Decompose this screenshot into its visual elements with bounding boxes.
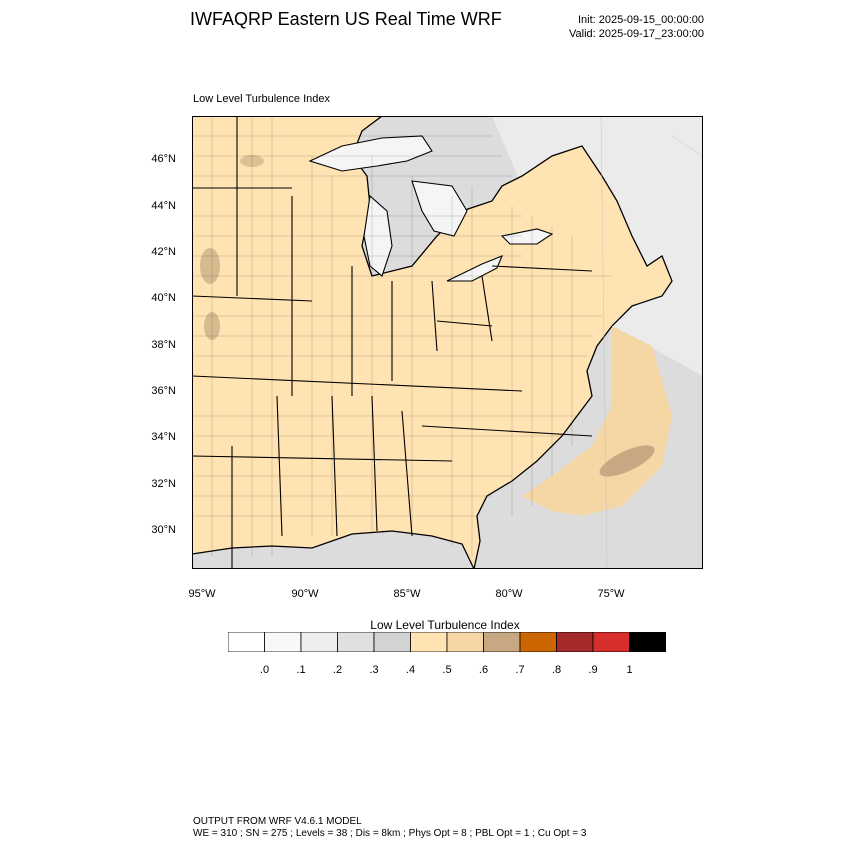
footer-config-line: WE = 310 ; SN = 275 ; Levels = 38 ; Dis …: [193, 828, 587, 839]
colorbar-swatch: [483, 632, 521, 652]
brown-patch: [599, 445, 655, 477]
colorbar-tick-label: .1: [296, 664, 306, 676]
colorbar-swatch: [264, 632, 302, 652]
colorbar-title: Low Level Turbulence Index: [370, 618, 520, 632]
county-lines: [192, 116, 612, 556]
lon-label-80: 80°W: [495, 588, 523, 600]
init-time: Init: 2025-09-15_00:00:00: [578, 14, 704, 26]
lon-label-95: 95°W: [188, 588, 216, 600]
colorbar-swatch: [300, 632, 338, 652]
atlantic-plume: [522, 326, 672, 516]
map-field-title: Low Level Turbulence Index: [193, 93, 330, 105]
colorbar-tick-label: .0: [259, 664, 270, 676]
lat-label-46: 46°N: [151, 153, 176, 165]
colorbar-tick-label: .7: [515, 664, 525, 676]
map-border: [192, 116, 703, 569]
lat-label-34: 34°N: [151, 431, 176, 443]
turbulence-map: [192, 116, 703, 569]
colorbar-tick-label: .3: [369, 664, 379, 676]
valid-time: Valid: 2025-09-17_23:00:00: [569, 28, 704, 40]
lon-label-75: 75°W: [597, 588, 625, 600]
colorbar: [228, 632, 666, 652]
colorbar-swatch: [446, 632, 484, 652]
lon-label-85: 85°W: [393, 588, 421, 600]
colorbar-tick-label: .2: [332, 664, 343, 676]
lat-label-36: 36°N: [151, 385, 176, 397]
colorbar-swatch: [228, 632, 265, 652]
lake-erie: [446, 255, 504, 282]
colorbar-swatch: [629, 632, 666, 652]
state-borders: [192, 116, 593, 569]
lat-label-42: 42°N: [151, 246, 176, 258]
lat-label-32: 32°N: [151, 478, 176, 490]
colorbar-swatch: [556, 632, 594, 652]
plot-title: IWFAQRP Eastern US Real Time WRF: [190, 9, 502, 29]
colorbar-swatch: [519, 632, 557, 652]
colorbar-tick-label: .9: [588, 664, 598, 676]
colorbar-tick-label: 1: [626, 664, 633, 676]
colorbar-swatch: [592, 632, 630, 652]
lat-label-40: 40°N: [151, 292, 176, 304]
lat-label-38: 38°N: [151, 339, 176, 351]
graticule: [600, 116, 703, 569]
footer-model-line: OUTPUT FROM WRF V4.6.1 MODEL: [193, 816, 362, 827]
colorbar-tick-label: .6: [478, 664, 489, 676]
colorbar-tick-label: .8: [551, 664, 562, 676]
lat-label-44: 44°N: [151, 200, 176, 212]
lat-label-30: 30°N: [151, 524, 176, 536]
colorbar-swatch: [373, 632, 411, 652]
gulf-water: [192, 531, 474, 569]
lon-label-90: 90°W: [291, 588, 319, 600]
colorbar-tick-label: .5: [442, 664, 452, 676]
lake-superior: [308, 135, 433, 172]
lake-ontario: [500, 228, 554, 245]
colorbar-tick-label: .4: [405, 664, 416, 676]
colorbar-swatch: [410, 632, 448, 652]
colorbar-swatch: [337, 632, 375, 652]
